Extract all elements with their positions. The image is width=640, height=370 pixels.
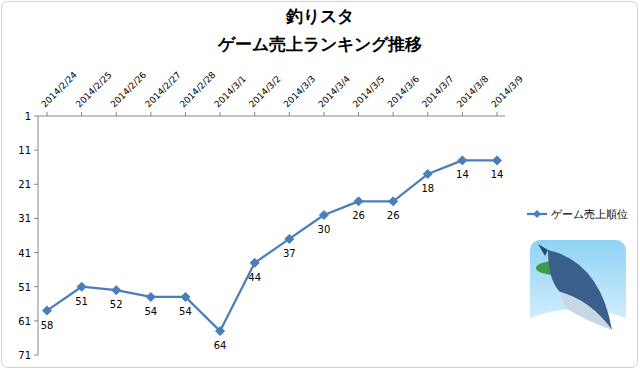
y-tick — [34, 116, 38, 117]
x-tick-label: 2014/2/27 — [143, 70, 183, 110]
y-tick-label: 11 — [18, 145, 31, 156]
y-tick-label: 31 — [18, 213, 31, 224]
point — [423, 170, 432, 179]
x-tick-label: 2014/2/24 — [39, 70, 79, 110]
title: 釣りスタ — [285, 6, 354, 26]
data-label: 37 — [283, 248, 296, 259]
y-tick-label: 1 — [25, 111, 31, 122]
data-label: 14 — [491, 169, 504, 180]
x-tick-label: 2014/3/5 — [351, 74, 387, 110]
point — [77, 282, 86, 291]
point — [43, 306, 52, 315]
data-label: 26 — [352, 210, 365, 221]
data-label: 51 — [75, 296, 88, 307]
x-tick — [427, 112, 428, 116]
point — [112, 286, 121, 295]
data-label: 54 — [144, 306, 157, 317]
y-tick — [34, 150, 38, 151]
y-tick — [34, 320, 38, 321]
x-tick — [220, 112, 221, 116]
x-tick-label: 2014/3/3 — [282, 74, 318, 110]
point — [458, 156, 467, 165]
x-tick — [254, 112, 255, 116]
y-tick-label: 61 — [18, 316, 31, 327]
point — [319, 211, 328, 220]
chart-frame — [2, 2, 638, 368]
x-tick — [497, 112, 498, 116]
chart: 釣りスタゲーム売上ランキング推移1112131415161712014/2/24… — [0, 0, 640, 370]
x-tick-label: 2014/3/4 — [316, 74, 352, 110]
x-tick — [323, 112, 324, 116]
data-label: 26 — [387, 210, 400, 221]
x-tick — [47, 112, 48, 116]
plot-area — [43, 156, 502, 336]
data-label: 18 — [421, 183, 434, 194]
point — [285, 234, 294, 243]
icon-fish-bill — [538, 244, 548, 256]
y-tick-label: 71 — [18, 350, 31, 361]
x-tick — [150, 112, 151, 116]
data-label: 44 — [248, 272, 261, 283]
legend-marker — [533, 210, 541, 218]
y-tick — [34, 184, 38, 185]
x-tick-label: 2014/3/6 — [385, 74, 421, 110]
point — [354, 197, 363, 206]
data-labels: 58 51 52 54 54 64 44 37 30 26 26 18 14 14 — [41, 169, 504, 351]
data-label: 54 — [179, 306, 192, 317]
x-tick-label: 2014/2/25 — [74, 70, 114, 110]
data-label: 52 — [110, 299, 123, 310]
x-tick — [289, 112, 290, 116]
y-axis — [38, 116, 39, 355]
x-tick-label: 2014/3/9 — [489, 74, 525, 110]
point — [493, 156, 502, 165]
data-label: 30 — [318, 224, 331, 235]
point — [181, 292, 190, 301]
x-tick-label: 2014/3/8 — [455, 74, 491, 110]
legend-label: ゲーム売上順位 — [551, 208, 628, 221]
icon-fish-belly — [560, 292, 612, 330]
y-tick-label: 51 — [18, 282, 31, 293]
x-tick-label: 2014/3/7 — [420, 74, 456, 110]
y-tick — [34, 218, 38, 219]
point — [146, 292, 155, 301]
icon-fish — [548, 250, 612, 330]
point — [389, 197, 398, 206]
x-tick-label: 2014/2/28 — [178, 70, 218, 110]
y-tick-label: 21 — [18, 179, 31, 190]
x-tick-label: 2014/3/2 — [247, 74, 283, 110]
y-tick — [34, 286, 38, 287]
data-label: 14 — [456, 169, 469, 180]
x-tick — [393, 112, 394, 116]
data-label: 64 — [214, 340, 227, 351]
y-tick — [34, 252, 38, 253]
icon-bg — [530, 240, 626, 348]
app-icon — [530, 240, 626, 348]
point — [250, 258, 259, 267]
x-axis — [38, 116, 505, 117]
x-tick — [116, 112, 117, 116]
x-tick-label: 2014/3/1 — [212, 74, 248, 110]
x-tick-label: 2014/2/26 — [109, 70, 149, 110]
x-tick — [185, 112, 186, 116]
point — [216, 327, 225, 336]
subtitle: ゲーム売上ランキング推移 — [217, 34, 422, 54]
x-tick — [462, 112, 463, 116]
y-tick — [34, 355, 38, 356]
y-tick-label: 41 — [18, 248, 31, 259]
x-tick — [358, 112, 359, 116]
data-label: 58 — [41, 320, 54, 331]
x-tick — [81, 112, 82, 116]
series-line — [47, 160, 497, 331]
